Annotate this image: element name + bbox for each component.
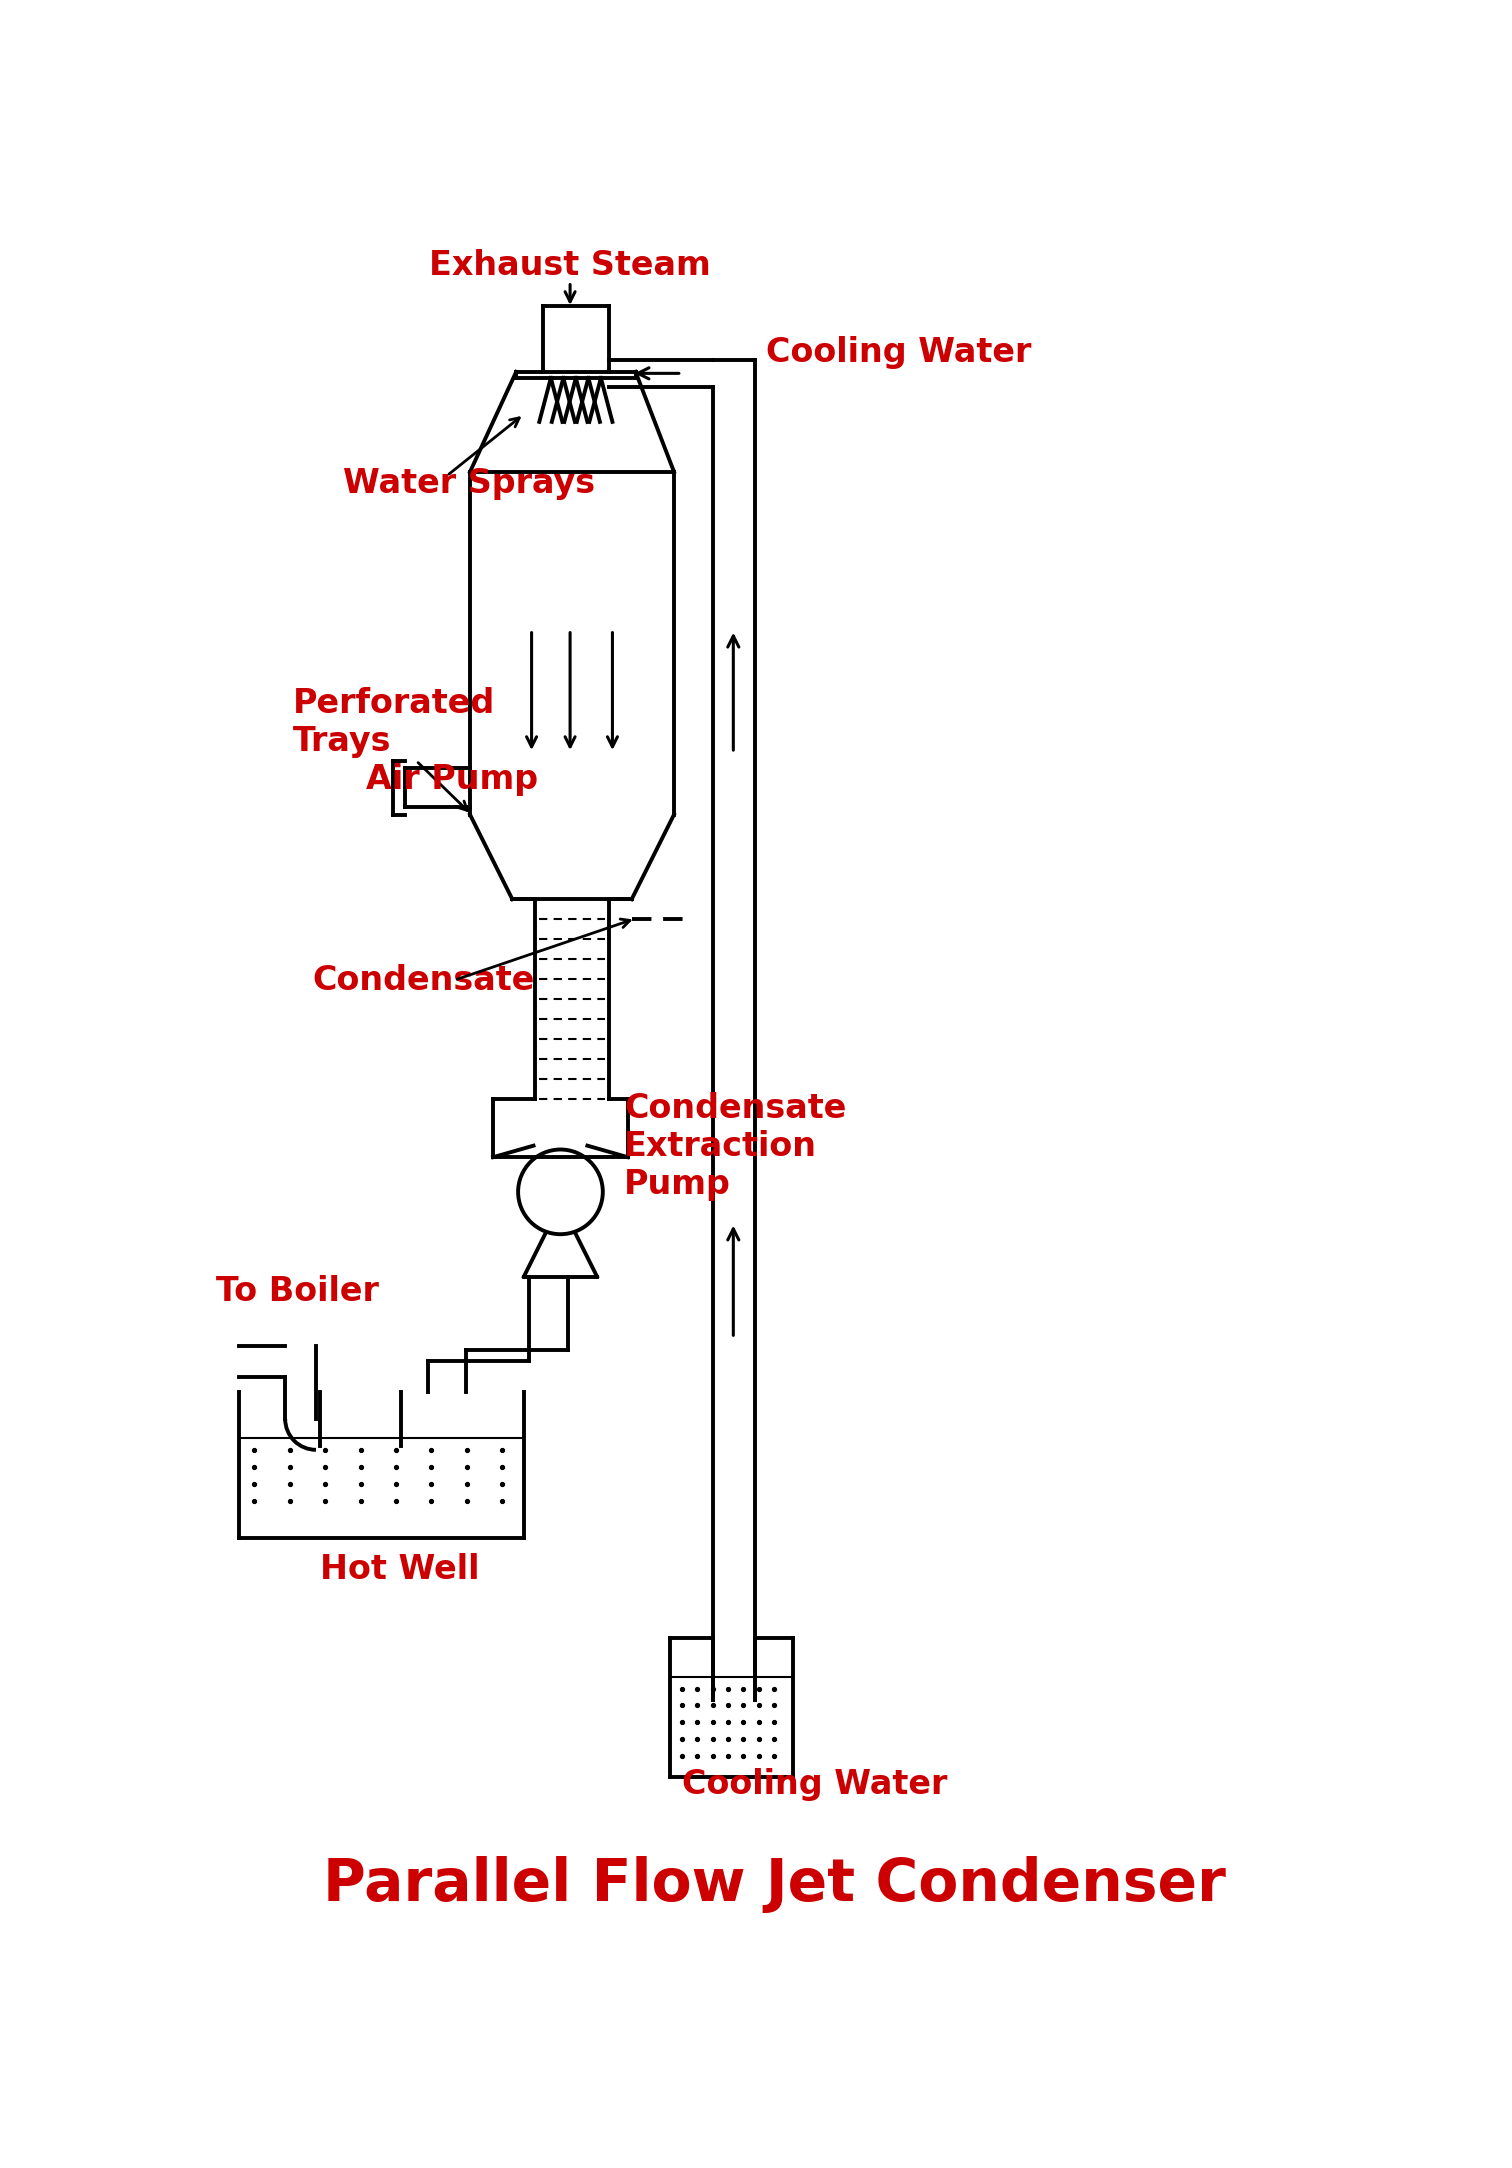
- Text: Condensate: Condensate: [311, 963, 535, 997]
- Text: Water Sprays: Water Sprays: [343, 466, 596, 501]
- Text: Cooling Water: Cooling Water: [682, 1769, 947, 1802]
- Text: To Boiler: To Boiler: [216, 1275, 378, 1309]
- Text: Hot Well: Hot Well: [321, 1552, 479, 1585]
- Text: Condensate
Extraction
Pump: Condensate Extraction Pump: [624, 1093, 847, 1201]
- Text: Air Pump: Air Pump: [366, 763, 538, 796]
- Text: Perforated
Trays: Perforated Trays: [293, 687, 494, 759]
- Text: Cooling Water: Cooling Water: [767, 336, 1031, 369]
- Text: Parallel Flow Jet Condenser: Parallel Flow Jet Condenser: [324, 1856, 1226, 1914]
- Text: Exhaust Steam: Exhaust Steam: [429, 249, 711, 282]
